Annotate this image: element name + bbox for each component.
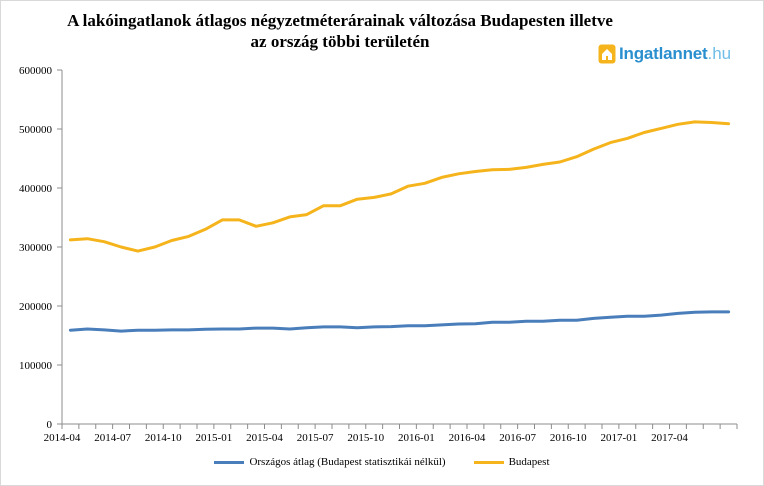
legend-item-budapest: Budapest: [473, 456, 550, 468]
logo-name: Ingatlannet: [619, 44, 708, 63]
logo-suffix: .hu: [707, 44, 732, 63]
tick-labels: 0 100000 200000 300000 400000 500000 600000 201…: [19, 65, 688, 444]
x-tick-label: 2016-01: [398, 432, 435, 444]
legend-swatch-orszagos: [214, 460, 245, 464]
x-tick-label: 2014-07: [94, 432, 131, 444]
chart-title-line-2: az ország többi területén: [250, 32, 430, 51]
series-lines: [68, 120, 731, 333]
legend-label-budapest: Budapest: [508, 456, 550, 468]
house-icon: [598, 44, 616, 64]
series-line-budapest: [68, 120, 731, 253]
x-tick-label: 2014-10: [145, 432, 182, 444]
y-tick-label: 500000: [19, 124, 53, 136]
x-tick-label: 2015-04: [246, 432, 283, 444]
x-tick-label: 2015-01: [196, 432, 233, 444]
x-tick-label: 2016-04: [449, 432, 486, 444]
legend-swatch-budapest: [473, 460, 504, 464]
legend-label-orszagos: Országos átlag (Budapest statisztikái né…: [249, 456, 446, 468]
x-tick-label: 2015-10: [347, 432, 384, 444]
x-tick-label: 2014-04: [44, 432, 81, 444]
chart-title: A lakóingatlanok átlagos négyzetméterára…: [60, 10, 620, 52]
x-tick-label: 2016-07: [499, 432, 536, 444]
y-tick-label: 400000: [19, 183, 53, 195]
y-tick-label: 100000: [19, 360, 53, 372]
x-tick-label: 2015-07: [297, 432, 334, 444]
y-tick-label: 600000: [19, 65, 53, 77]
x-tick-label: 2017-04: [651, 432, 688, 444]
legend-item-orszagos: Országos átlag (Budapest statisztikái né…: [214, 456, 446, 468]
series-line-orszagos: [68, 310, 731, 333]
x-tick-label: 2016-10: [550, 432, 587, 444]
y-tick-label: 0: [47, 419, 53, 431]
y-tick-label: 200000: [19, 301, 53, 313]
x-tick-label: 2017-01: [601, 432, 638, 444]
y-tick-label: 300000: [19, 242, 53, 254]
legend: Országos átlag (Budapest statisztikái né…: [0, 456, 764, 468]
ingatlannet-logo: Ingatlannet .hu: [598, 42, 731, 66]
chart-title-line-1: A lakóingatlanok átlagos négyzetméterára…: [67, 11, 613, 30]
axes: [57, 69, 738, 429]
